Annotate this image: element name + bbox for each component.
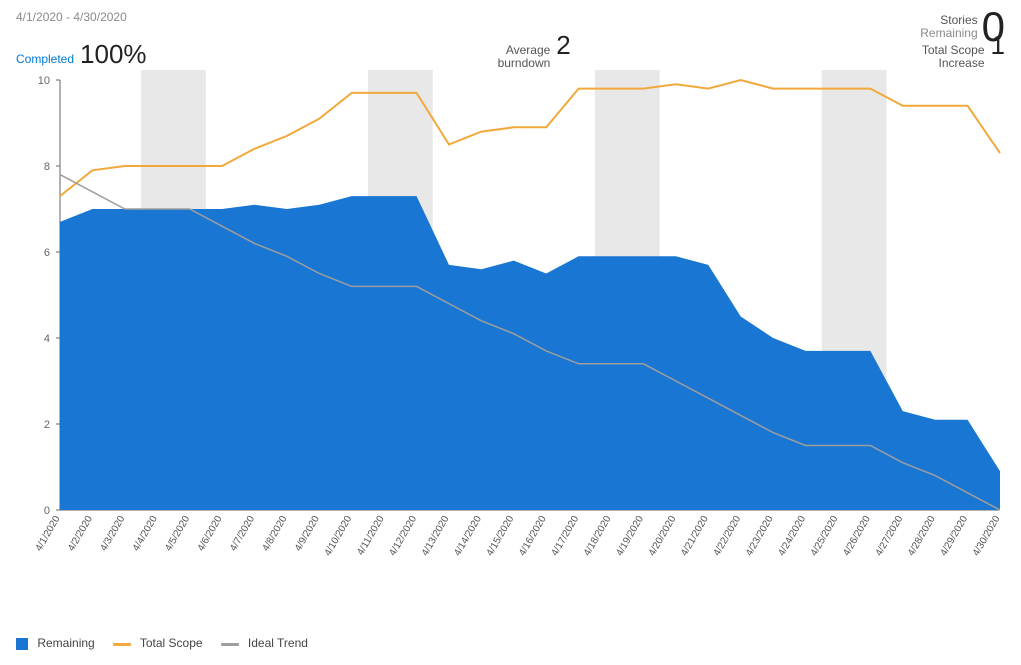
svg-text:4/11/2020: 4/11/2020: [355, 514, 387, 558]
svg-text:4/17/2020: 4/17/2020: [549, 514, 581, 558]
svg-text:4/6/2020: 4/6/2020: [196, 514, 225, 554]
date-range: 4/1/2020 - 4/30/2020: [16, 10, 1005, 24]
svg-text:4/12/2020: 4/12/2020: [387, 514, 419, 558]
svg-text:0: 0: [44, 505, 50, 517]
svg-text:4/18/2020: 4/18/2020: [582, 514, 614, 558]
legend-ideal-trend: Ideal Trend: [221, 636, 308, 650]
completed-label: Completed: [16, 53, 74, 66]
total-scope-swatch-icon: [113, 643, 131, 646]
svg-text:4/27/2020: 4/27/2020: [874, 514, 906, 558]
stories-remaining-metric: Stories Remaining 0: [920, 6, 1005, 48]
svg-text:4/5/2020: 4/5/2020: [163, 514, 192, 554]
svg-text:4/13/2020: 4/13/2020: [420, 514, 452, 558]
svg-text:4/25/2020: 4/25/2020: [809, 514, 841, 558]
svg-text:4: 4: [44, 333, 50, 345]
stories-value: 0: [982, 6, 1005, 48]
remaining-swatch-icon: [16, 638, 28, 650]
svg-text:4/29/2020: 4/29/2020: [938, 514, 970, 558]
legend-total-scope-label: Total Scope: [140, 636, 203, 650]
svg-text:4/23/2020: 4/23/2020: [744, 514, 776, 558]
svg-text:8: 8: [44, 161, 50, 173]
svg-text:4/22/2020: 4/22/2020: [712, 514, 744, 558]
avg-burndown-metric: Average burndown 2: [498, 30, 571, 70]
svg-text:4/9/2020: 4/9/2020: [293, 514, 322, 554]
legend-remaining-label: Remaining: [37, 636, 94, 650]
svg-text:4/19/2020: 4/19/2020: [614, 514, 646, 558]
svg-text:2: 2: [44, 419, 50, 431]
avg-burndown-value: 2: [556, 30, 570, 61]
svg-text:4/28/2020: 4/28/2020: [906, 514, 938, 558]
completed-value: 100%: [80, 39, 147, 70]
svg-text:10: 10: [38, 75, 50, 87]
legend: Remaining Total Scope Ideal Trend: [0, 630, 1021, 660]
svg-text:4/3/2020: 4/3/2020: [98, 514, 127, 554]
svg-text:4/15/2020: 4/15/2020: [485, 514, 517, 558]
svg-text:4/10/2020: 4/10/2020: [323, 514, 355, 558]
scope-increase-label-bottom: Increase: [922, 57, 985, 70]
svg-text:4/1/2020: 4/1/2020: [34, 514, 63, 554]
svg-text:4/4/2020: 4/4/2020: [131, 514, 160, 554]
completed-metric: Completed 100%: [16, 39, 147, 70]
avg-burndown-label-bottom: burndown: [498, 57, 551, 70]
stories-label-bottom: Remaining: [920, 27, 977, 40]
svg-text:4/7/2020: 4/7/2020: [228, 514, 257, 554]
burndown-chart: 02468104/1/20204/2/20204/3/20204/4/20204…: [0, 70, 1021, 610]
legend-total-scope: Total Scope: [113, 636, 203, 650]
svg-text:4/16/2020: 4/16/2020: [517, 514, 549, 558]
svg-text:4/21/2020: 4/21/2020: [679, 514, 711, 558]
svg-text:4/2/2020: 4/2/2020: [66, 514, 95, 554]
svg-text:4/14/2020: 4/14/2020: [452, 514, 484, 558]
svg-text:4/8/2020: 4/8/2020: [260, 514, 289, 554]
svg-text:4/24/2020: 4/24/2020: [776, 514, 808, 558]
legend-ideal-trend-label: Ideal Trend: [248, 636, 308, 650]
legend-remaining: Remaining: [16, 636, 95, 650]
svg-text:4/26/2020: 4/26/2020: [841, 514, 873, 558]
svg-text:4/30/2020: 4/30/2020: [971, 514, 1003, 558]
svg-text:4/20/2020: 4/20/2020: [647, 514, 679, 558]
ideal-trend-swatch-icon: [221, 643, 239, 646]
svg-text:6: 6: [44, 247, 50, 259]
